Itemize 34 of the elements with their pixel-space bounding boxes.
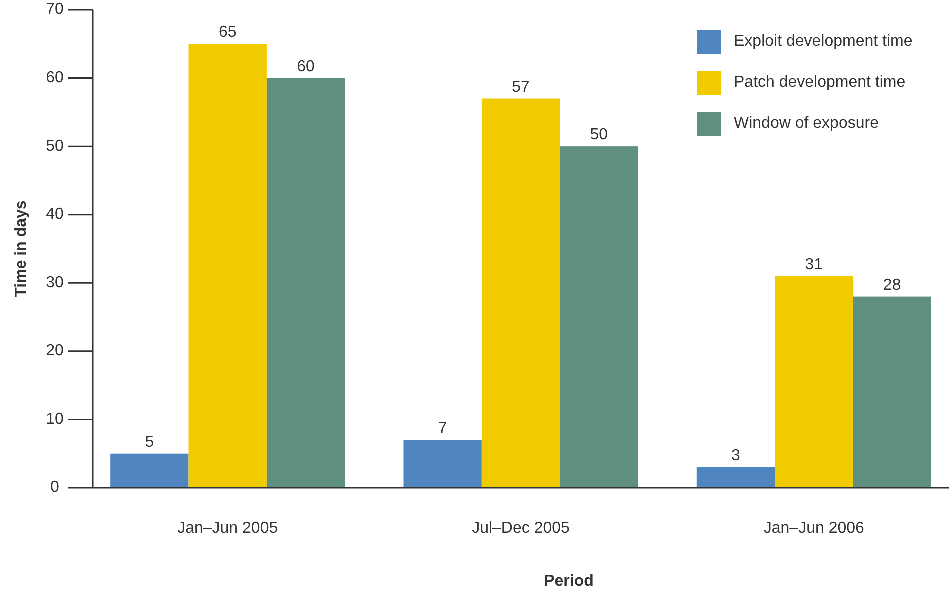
y-tick-label: 60	[46, 70, 64, 87]
y-tick-label: 0	[50, 479, 60, 496]
x-tick-label: Jan–Jun 2006	[764, 520, 865, 537]
legend-label: Window of exposure	[734, 115, 880, 132]
data-label: 65	[218, 24, 237, 42]
data-label: 60	[297, 58, 316, 76]
data-label: 57	[512, 78, 530, 96]
data-label: 3	[732, 448, 741, 465]
x-tick-label: Jan–Jun 2005	[178, 520, 278, 537]
x-axis-title: Period	[544, 573, 594, 590]
y-axis-title: Time in days	[13, 200, 30, 298]
y-tick-label: 70	[46, 1, 64, 18]
data-label: 31	[805, 256, 824, 274]
bar	[404, 440, 482, 488]
y-tick-label: 30	[46, 274, 64, 292]
x-tick-label: Jul–Dec 2005	[472, 520, 570, 537]
bar	[696, 468, 776, 488]
y-tick-label: 20	[46, 342, 64, 360]
data-label: 7	[438, 420, 448, 438]
data-label: 5	[145, 434, 154, 451]
y-tick-label: 50	[46, 138, 64, 155]
y-tick-label: 10	[46, 410, 64, 428]
legend-label: Patch development time	[734, 74, 906, 92]
bar	[775, 276, 854, 488]
bar	[853, 296, 932, 488]
y-tick-label: 40	[46, 206, 64, 224]
bar	[482, 98, 560, 488]
bar	[266, 78, 346, 488]
data-label: 28	[883, 276, 902, 294]
bar	[110, 454, 189, 488]
bar	[560, 146, 638, 488]
data-label: 50	[590, 126, 608, 144]
bar	[188, 44, 267, 488]
legend-label: Exploit development time	[734, 33, 913, 50]
